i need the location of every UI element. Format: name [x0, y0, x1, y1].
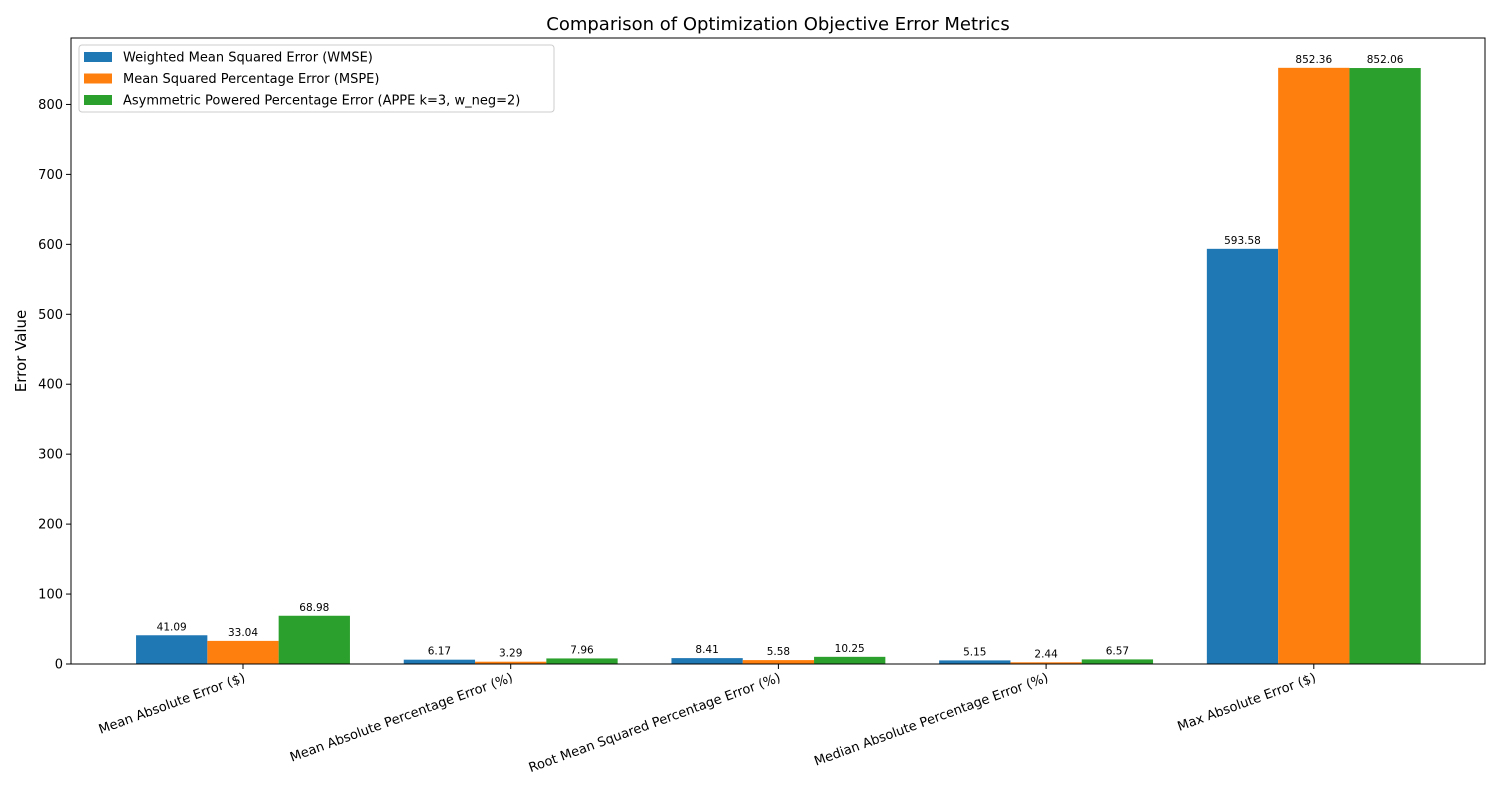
bar: [207, 640, 279, 664]
bar: [742, 660, 815, 664]
bar: [671, 658, 743, 664]
legend-swatch: [84, 95, 112, 105]
x-tick-label: Max Absolute Error ($): [1176, 671, 1319, 735]
x-tick-label: Root Mean Squared Percentage Error (%): [527, 671, 783, 776]
data-label: 5.58: [767, 646, 790, 658]
bar: [136, 635, 208, 664]
bar: [1278, 67, 1350, 665]
chart-title: Comparison of Optimization Objective Err…: [546, 14, 1009, 35]
data-label: 852.36: [1295, 54, 1332, 66]
y-axis: 0 100 200 300 400 500 600 700 800: [38, 98, 71, 673]
bar: [1349, 68, 1421, 665]
legend-swatch: [84, 52, 112, 62]
y-tick-label: 0: [55, 658, 63, 673]
data-label: 33.04: [228, 627, 258, 639]
x-tick-label: Mean Absolute Percentage Error (%): [288, 671, 515, 766]
plot-frame: [70, 37, 1486, 665]
value-labels-group: 41.09 6.17 8.41 5.15 593.58 33.04 3.29 5.58 2.44…: [157, 54, 1404, 660]
legend-swatch: [84, 73, 112, 84]
bar: [403, 659, 476, 664]
y-tick-label: 300: [38, 448, 63, 463]
bar: [1206, 248, 1279, 664]
y-tick-label: 800: [38, 98, 63, 113]
x-tick-label: Mean Absolute Error ($): [97, 671, 248, 738]
data-label: 593.58: [1224, 235, 1261, 247]
bar: [278, 615, 350, 664]
bar: [939, 660, 1011, 664]
legend: Weighted Mean Squared Error (WMSE) Mean S…: [78, 44, 555, 113]
data-label: 5.15: [963, 646, 986, 658]
data-label: 6.57: [1106, 645, 1129, 657]
y-axis-label: Error Value: [12, 310, 30, 393]
data-label: 6.17: [428, 646, 451, 658]
data-label: 852.06: [1367, 54, 1404, 66]
x-tick-label: Median Absolute Percentage Error (%): [812, 671, 1050, 770]
y-tick-label: 500: [38, 308, 63, 323]
bar: [546, 658, 618, 664]
bar: [1081, 659, 1154, 664]
data-label: 8.41: [695, 644, 718, 656]
y-tick-label: 200: [38, 518, 63, 533]
data-label: 3.29: [499, 648, 522, 660]
bars-group: [136, 67, 1421, 665]
y-tick-label: 700: [38, 168, 63, 183]
y-tick-label: 400: [38, 378, 63, 393]
legend-label: Mean Squared Percentage Error (MSPE): [123, 72, 379, 87]
bar: [814, 656, 886, 664]
data-label: 2.44: [1034, 648, 1058, 660]
y-tick-label: 100: [38, 588, 63, 603]
x-axis: Mean Absolute Error ($) Mean Absolute Per…: [97, 664, 1318, 776]
y-tick-label: 600: [38, 238, 63, 253]
legend-box: [78, 44, 555, 113]
bar: [475, 661, 547, 664]
bar: [1010, 662, 1082, 664]
data-label: 68.98: [299, 602, 329, 614]
legend-label: Asymmetric Powered Percentage Error (APP…: [123, 94, 520, 109]
legend-label: Weighted Mean Squared Error (WMSE): [123, 51, 373, 66]
data-label: 7.96: [570, 644, 594, 656]
data-label: 41.09: [157, 621, 187, 633]
data-label: 10.25: [835, 643, 865, 655]
